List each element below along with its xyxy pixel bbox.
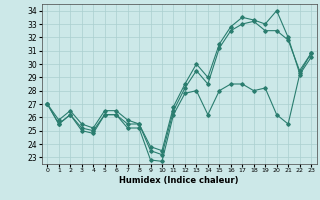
X-axis label: Humidex (Indice chaleur): Humidex (Indice chaleur) (119, 176, 239, 185)
